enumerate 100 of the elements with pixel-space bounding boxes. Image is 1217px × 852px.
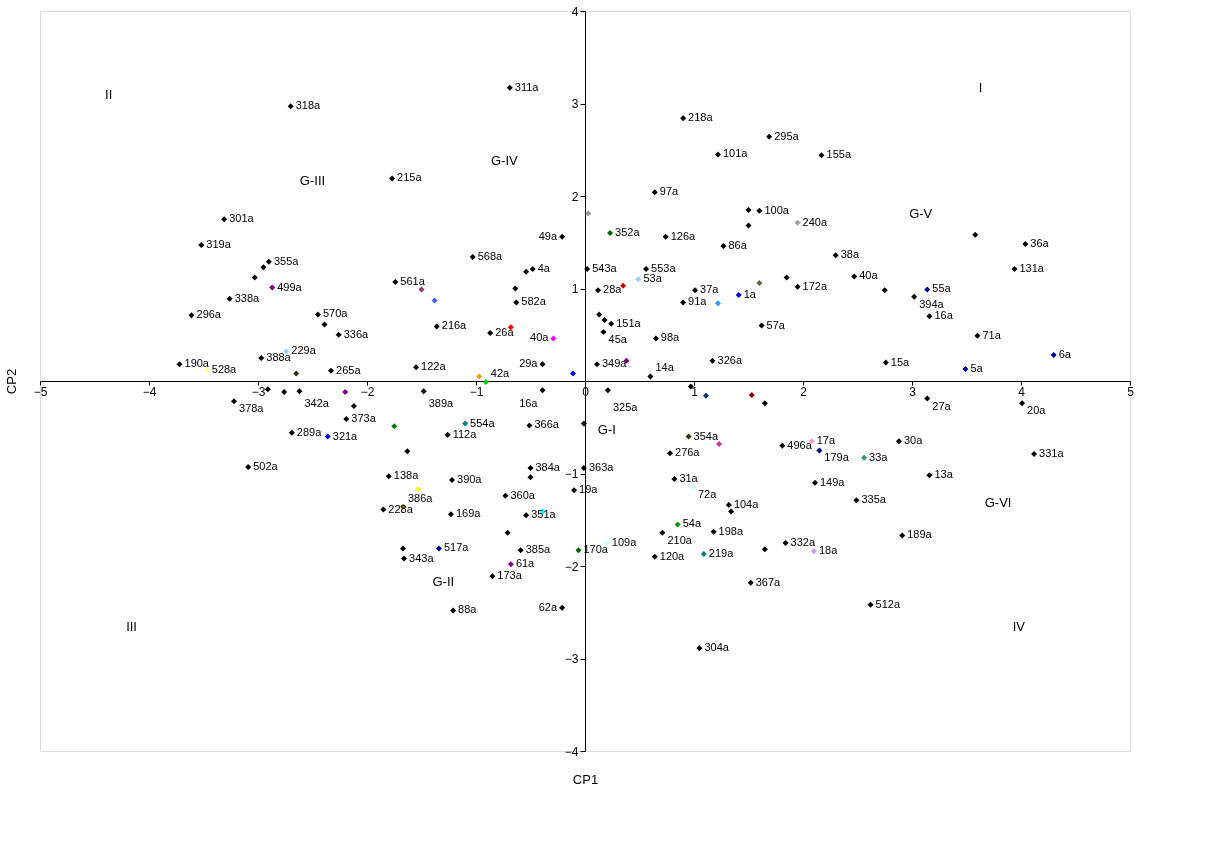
annotation: 543a bbox=[592, 262, 618, 275]
annotation: 72a bbox=[697, 488, 718, 501]
annotation: 179a bbox=[824, 451, 850, 464]
annotation: 528a bbox=[211, 362, 238, 375]
annotation: 40a bbox=[530, 331, 550, 344]
annotation: 112a bbox=[452, 427, 478, 440]
annotation: 218a bbox=[688, 111, 714, 124]
annotation: 354a bbox=[693, 429, 719, 442]
y-axis-title: CP2 bbox=[3, 368, 19, 395]
annotation: 568a bbox=[477, 250, 504, 263]
annotation: 389a bbox=[428, 397, 455, 410]
x-tick-label: −5 bbox=[33, 384, 48, 399]
annotation: 210a bbox=[667, 533, 693, 546]
annotation: 149a bbox=[819, 475, 846, 488]
annotation: 16a bbox=[934, 309, 954, 322]
annotation: 26a bbox=[495, 325, 515, 338]
annotation: 219a bbox=[708, 546, 735, 559]
annotation: 338a bbox=[234, 291, 261, 304]
annotation: 378a bbox=[239, 402, 265, 415]
annotation: 120a bbox=[659, 549, 686, 562]
annotation: 502a bbox=[253, 460, 279, 473]
annotation: 104a bbox=[733, 497, 760, 510]
y-tick-label: 4 bbox=[571, 4, 579, 19]
y-tick-label: −3 bbox=[564, 652, 579, 666]
annotation: 367a bbox=[755, 575, 782, 588]
annotation: G-I bbox=[597, 421, 616, 437]
x-tick-label: −1 bbox=[469, 384, 484, 399]
annotation: 57a bbox=[766, 318, 786, 331]
annotation: 216a bbox=[441, 319, 468, 332]
annotation: 388a bbox=[266, 350, 292, 363]
annotation: 349a bbox=[601, 357, 628, 370]
x-tick-label: 4 bbox=[1018, 384, 1026, 399]
annotation: 20a bbox=[1027, 404, 1047, 417]
annotation: 40a bbox=[859, 269, 879, 282]
annotation: 97a bbox=[659, 185, 679, 198]
annotation: 352a bbox=[615, 226, 641, 238]
annotation: 169a bbox=[455, 507, 482, 520]
annotation: 6a bbox=[1058, 348, 1072, 361]
annotation: G-VI bbox=[984, 495, 1012, 511]
annotation: III bbox=[126, 619, 137, 635]
annotation: 325a bbox=[612, 401, 639, 414]
annotation: 155a bbox=[826, 148, 852, 161]
annotation: 31a bbox=[679, 472, 699, 485]
annotation: 17a bbox=[816, 434, 836, 447]
annotation: 373a bbox=[351, 411, 377, 424]
annotation: 499a bbox=[277, 280, 303, 293]
annotation: I bbox=[978, 79, 983, 95]
annotation: 27a bbox=[932, 399, 952, 412]
annotation: 29a bbox=[519, 357, 539, 370]
annotation: 16a bbox=[519, 397, 539, 410]
annotation: 265a bbox=[336, 363, 362, 376]
annotation: 198a bbox=[718, 524, 744, 537]
annotation: 390a bbox=[457, 472, 483, 485]
annotation: II bbox=[105, 87, 113, 103]
annotation: 366a bbox=[534, 418, 560, 431]
annotation: 318a bbox=[295, 99, 322, 112]
annotation: 28a bbox=[603, 283, 623, 296]
annotation: 496a bbox=[787, 438, 813, 451]
annotation: 295a bbox=[774, 129, 800, 142]
annotation: 321a bbox=[332, 429, 359, 442]
annotation: 326a bbox=[717, 353, 743, 366]
annotation: 335a bbox=[861, 493, 887, 506]
annotation: 98a bbox=[660, 331, 681, 344]
y-tick-label: −1 bbox=[564, 467, 579, 481]
annotation: 109a bbox=[611, 535, 638, 548]
annotation: 151a bbox=[616, 316, 642, 329]
annotation: 189a bbox=[907, 528, 933, 541]
annotation: 49a bbox=[538, 229, 558, 242]
x-tick-label: 2 bbox=[800, 384, 808, 399]
annotation: 38a bbox=[840, 248, 860, 261]
annotation: 86a bbox=[728, 238, 748, 251]
annotation: 360a bbox=[510, 488, 536, 501]
x-axis-title: CP1 bbox=[572, 771, 599, 787]
annotation: 215a bbox=[397, 171, 423, 184]
annotation: 517a bbox=[443, 541, 470, 554]
annotation: 14a bbox=[655, 361, 675, 374]
annotation: 101a bbox=[722, 147, 749, 160]
annotation: 42a bbox=[490, 366, 511, 379]
annotation: 240a bbox=[802, 215, 828, 228]
annotation: 342a bbox=[304, 397, 330, 410]
annotation: 384a bbox=[535, 460, 561, 473]
annotation: 45a bbox=[608, 332, 628, 345]
annotation: 61a bbox=[515, 557, 536, 570]
annotation: 54a bbox=[682, 517, 702, 530]
annotation: 37a bbox=[700, 283, 720, 296]
annotation: 172a bbox=[802, 279, 828, 292]
y-tick-label: −2 bbox=[564, 559, 579, 574]
annotation: 18a bbox=[818, 544, 839, 557]
annotation: 131a bbox=[1019, 262, 1045, 275]
annotation: 296a bbox=[196, 308, 222, 321]
annotation: 332a bbox=[790, 535, 816, 548]
annotation: 173a bbox=[497, 569, 523, 582]
annotation: 553a bbox=[651, 262, 677, 275]
annotation: 15a bbox=[890, 355, 911, 368]
annotation: 336a bbox=[343, 327, 370, 340]
x-tick-label: −3 bbox=[251, 384, 266, 399]
annotation: 331a bbox=[1039, 447, 1065, 460]
annotation: 55a bbox=[932, 282, 952, 295]
annotation: 289a bbox=[296, 425, 323, 438]
annotation: 62a bbox=[538, 600, 558, 613]
